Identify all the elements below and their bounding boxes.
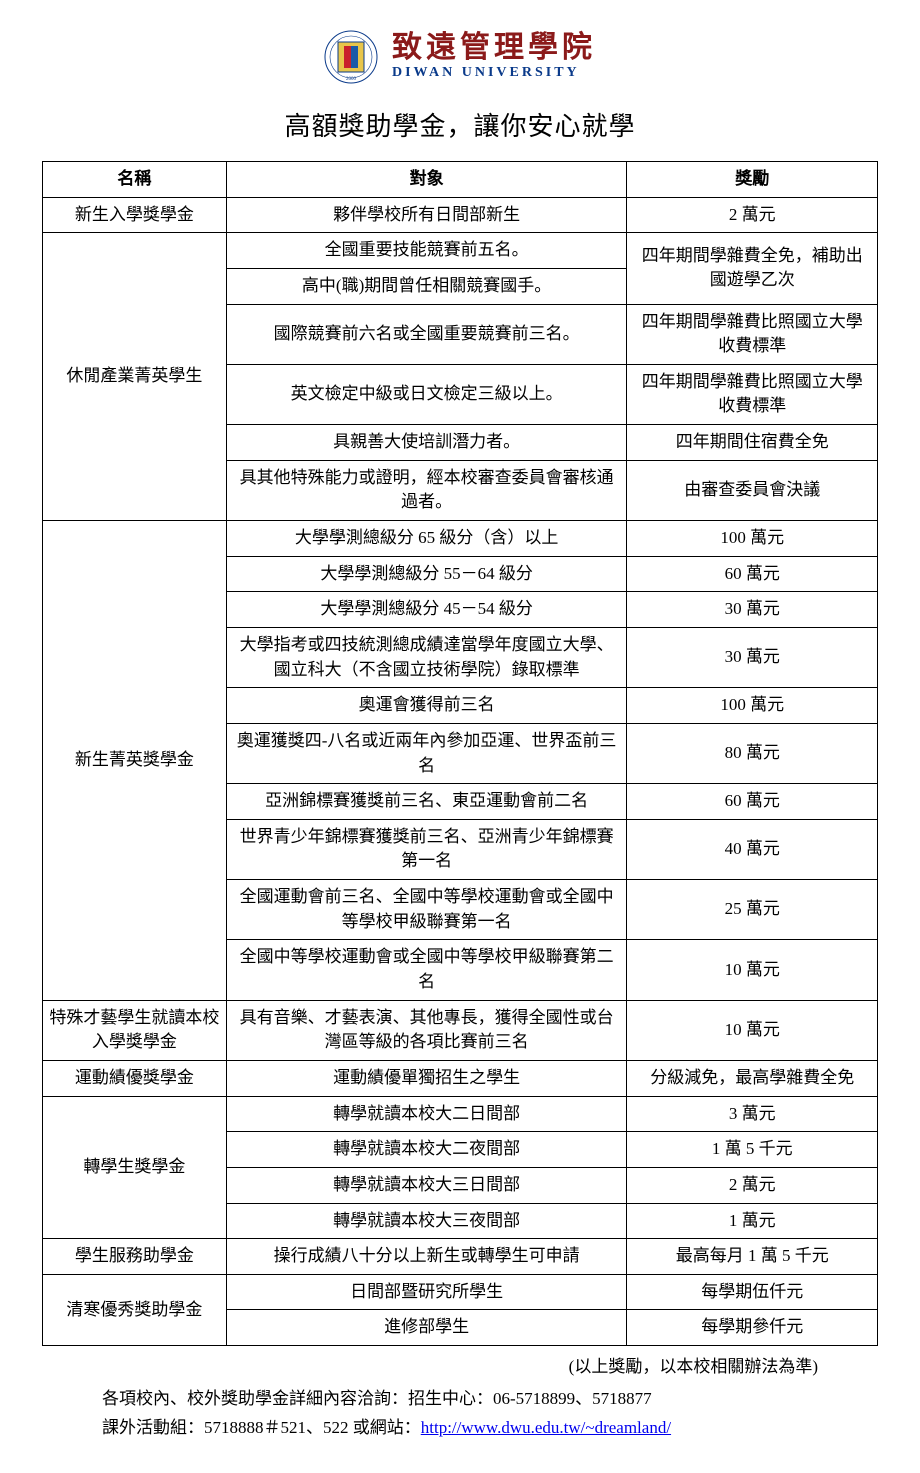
cell-target: 日間部暨研究所學生 [226, 1274, 627, 1310]
university-name-en: DIWAN UNIVERSITY [392, 65, 596, 81]
table-row: 學生服務助學金操行成績八十分以上新生或轉學生可申請最高每月 1 萬 5 千元 [43, 1239, 878, 1275]
cell-target: 大學指考或四技統測總成績達當學年度國立大學、國立科大（不含國立技術學院）錄取標準 [226, 627, 627, 687]
logo-year: 2000 [346, 77, 357, 82]
contact-line-2: 課外活動組：5718888＃521、522 或網站：http://www.dwu… [102, 1414, 878, 1443]
col-header-reward: 獎勵 [627, 162, 878, 198]
cell-reward: 100 萬元 [627, 521, 878, 557]
cell-reward: 四年期間學雜費全免，補助出國遊學乙次 [627, 233, 878, 304]
cell-target: 全國重要技能競賽前五名。 [226, 233, 627, 269]
table-row: 新生入學獎學金夥伴學校所有日間部新生2 萬元 [43, 197, 878, 233]
col-header-name: 名稱 [43, 162, 227, 198]
cell-target: 奧運會獲得前三名 [226, 688, 627, 724]
cell-reward: 四年期間學雜費比照國立大學收費標準 [627, 364, 878, 424]
cell-name: 特殊才藝學生就讀本校入學獎學金 [43, 1000, 227, 1060]
cell-target: 亞洲錦標賽獲獎前三名、東亞運動會前二名 [226, 784, 627, 820]
cell-target: 具其他特殊能力或證明，經本校審查委員會審核通過者。 [226, 460, 627, 520]
cell-target: 夥伴學校所有日間部新生 [226, 197, 627, 233]
table-row: 運動績優獎學金運動績優單獨招生之學生分級減免，最高學雜費全免 [43, 1060, 878, 1096]
footer-note: (以上獎勵，以本校相關辦法為準) [42, 1352, 878, 1377]
cell-reward: 2 萬元 [627, 1167, 878, 1203]
cell-target: 進修部學生 [226, 1310, 627, 1346]
cell-reward: 分級減免，最高學雜費全免 [627, 1060, 878, 1096]
cell-reward: 80 萬元 [627, 723, 878, 783]
cell-name: 轉學生獎學金 [43, 1096, 227, 1239]
cell-target: 大學學測總級分 55－64 級分 [226, 556, 627, 592]
footer-contact: 各項校內、校外獎助學金詳細內容洽詢：招生中心：06-5718899、571887… [42, 1385, 878, 1443]
cell-reward: 10 萬元 [627, 1000, 878, 1060]
cell-reward: 每學期伍仟元 [627, 1274, 878, 1310]
cell-target: 轉學就讀本校大三日間部 [226, 1167, 627, 1203]
table-row: 清寒優秀獎助學金日間部暨研究所學生每學期伍仟元 [43, 1274, 878, 1310]
contact-line-1: 各項校內、校外獎助學金詳細內容洽詢：招生中心：06-5718899、571887… [102, 1385, 878, 1414]
cell-reward: 2 萬元 [627, 197, 878, 233]
cell-reward: 每學期參仟元 [627, 1310, 878, 1346]
cell-target: 全國運動會前三名、全國中等學校運動會或全國中等學校甲級聯賽第一名 [226, 880, 627, 940]
cell-name: 休閒產業菁英學生 [43, 233, 227, 521]
cell-target: 大學學測總級分 45－54 級分 [226, 592, 627, 628]
cell-name: 清寒優秀獎助學金 [43, 1274, 227, 1345]
university-name-block: 致遠管理學院 DIWAN UNIVERSITY [392, 33, 596, 81]
cell-reward: 1 萬 5 千元 [627, 1132, 878, 1168]
page-header: 2000 致遠管理學院 DIWAN UNIVERSITY [42, 30, 878, 84]
cell-reward: 60 萬元 [627, 556, 878, 592]
cell-target: 英文檢定中級或日文檢定三級以上。 [226, 364, 627, 424]
cell-target: 高中(職)期間曾任相關競賽國手。 [226, 268, 627, 304]
cell-name: 新生入學獎學金 [43, 197, 227, 233]
table-row: 新生菁英獎學金大學學測總級分 65 級分（含）以上100 萬元 [43, 521, 878, 557]
cell-reward: 60 萬元 [627, 784, 878, 820]
cell-reward: 100 萬元 [627, 688, 878, 724]
university-name-cn: 致遠管理學院 [392, 33, 596, 63]
cell-name: 學生服務助學金 [43, 1239, 227, 1275]
contact-prefix: 課外活動組：5718888＃521、522 或網站： [102, 1418, 421, 1437]
page-footer: (以上獎勵，以本校相關辦法為準) 各項校內、校外獎助學金詳細內容洽詢：招生中心：… [42, 1352, 878, 1443]
cell-reward: 30 萬元 [627, 627, 878, 687]
cell-target: 轉學就讀本校大三夜間部 [226, 1203, 627, 1239]
page-title: 高額獎助學金，讓你安心就學 [42, 106, 878, 143]
cell-target: 轉學就讀本校大二日間部 [226, 1096, 627, 1132]
cell-target: 操行成績八十分以上新生或轉學生可申請 [226, 1239, 627, 1275]
cell-target: 具有音樂、才藝表演、其他專長，獲得全國性或台灣區等級的各項比賽前三名 [226, 1000, 627, 1060]
col-header-target: 對象 [226, 162, 627, 198]
cell-reward: 3 萬元 [627, 1096, 878, 1132]
cell-target: 運動績優單獨招生之學生 [226, 1060, 627, 1096]
cell-target: 轉學就讀本校大二夜間部 [226, 1132, 627, 1168]
cell-reward: 40 萬元 [627, 819, 878, 879]
cell-target: 具親善大使培訓潛力者。 [226, 425, 627, 461]
cell-target: 全國中等學校運動會或全國中等學校甲級聯賽第二名 [226, 940, 627, 1000]
university-logo: 2000 [324, 30, 378, 84]
table-row: 轉學生獎學金轉學就讀本校大二日間部3 萬元 [43, 1096, 878, 1132]
cell-target: 世界青少年錦標賽獲獎前三名、亞洲青少年錦標賽第一名 [226, 819, 627, 879]
dreamland-link[interactable]: http://www.dwu.edu.tw/~dreamland/ [421, 1418, 671, 1437]
table-row: 休閒產業菁英學生全國重要技能競賽前五名。四年期間學雜費全免，補助出國遊學乙次 [43, 233, 878, 269]
cell-reward: 30 萬元 [627, 592, 878, 628]
cell-reward: 1 萬元 [627, 1203, 878, 1239]
cell-reward: 由審查委員會決議 [627, 460, 878, 520]
cell-target: 大學學測總級分 65 級分（含）以上 [226, 521, 627, 557]
cell-name: 運動績優獎學金 [43, 1060, 227, 1096]
cell-name: 新生菁英獎學金 [43, 521, 227, 1001]
cell-reward: 最高每月 1 萬 5 千元 [627, 1239, 878, 1275]
cell-reward: 四年期間學雜費比照國立大學收費標準 [627, 304, 878, 364]
table-header-row: 名稱 對象 獎勵 [43, 162, 878, 198]
cell-reward: 四年期間住宿費全免 [627, 425, 878, 461]
cell-target: 國際競賽前六名或全國重要競賽前三名。 [226, 304, 627, 364]
cell-reward: 25 萬元 [627, 880, 878, 940]
scholarship-table: 名稱 對象 獎勵 新生入學獎學金夥伴學校所有日間部新生2 萬元休閒產業菁英學生全… [42, 161, 878, 1346]
table-row: 特殊才藝學生就讀本校入學獎學金具有音樂、才藝表演、其他專長，獲得全國性或台灣區等… [43, 1000, 878, 1060]
cell-target: 奧運獲獎四-八名或近兩年內參加亞運、世界盃前三名 [226, 723, 627, 783]
cell-reward: 10 萬元 [627, 940, 878, 1000]
